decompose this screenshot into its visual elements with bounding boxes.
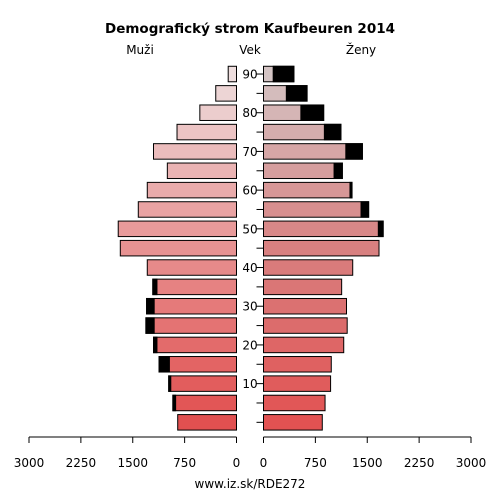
female-excess-80-84	[300, 104, 325, 121]
male-bar-60-64	[146, 181, 237, 199]
female-bar-10-14	[263, 375, 332, 392]
male-bar-20-24	[153, 336, 237, 354]
female-bar-0-4	[263, 414, 323, 431]
male-bar-90+	[227, 65, 237, 83]
female-bar-45-49	[263, 239, 380, 257]
male-bar-55-59	[137, 201, 238, 218]
male-bar-65-69	[166, 162, 237, 180]
female-bar-55-59	[263, 201, 370, 218]
male-x-tick-label: 0	[233, 456, 241, 470]
male-bar-40-44	[146, 259, 237, 276]
female-x-tick-label: 1500	[352, 456, 383, 470]
male-excess-30-34	[146, 297, 155, 315]
male-bar-85-89	[215, 85, 237, 102]
male-bar-30-34	[146, 297, 237, 315]
female-bar-25-29	[263, 317, 348, 334]
female-excess-65-69	[333, 162, 343, 180]
female-excess-75-79	[323, 123, 342, 141]
age-label: Vek	[239, 43, 261, 57]
age-tick-label: 30	[242, 300, 257, 314]
age-tick-label: 40	[242, 261, 257, 275]
female-bar-30-34	[263, 297, 347, 315]
chart-title: Demografický strom Kaufbeuren 2014	[105, 21, 395, 37]
male-excess-35-39	[152, 278, 158, 296]
male-x-tick-label: 3000	[14, 456, 45, 470]
female-excess-50-54	[377, 220, 384, 238]
male-bar-80-84	[199, 104, 237, 121]
male-bar-0-4	[177, 414, 237, 431]
age-tick-label: 90	[242, 68, 257, 82]
female-bar-40-44	[263, 259, 354, 276]
age-tick-label: 10	[242, 377, 257, 391]
female-bar-5-9	[263, 394, 326, 412]
male-bar-75-79	[176, 123, 237, 141]
female-excess-60-64	[349, 181, 353, 199]
age-tick-label: 70	[242, 145, 257, 159]
age-tick-label: 20	[242, 338, 257, 352]
female-bar-35-39	[263, 278, 343, 296]
axes-layer: 10 20 30 40 50 60 70 80 90 3000 2250 1500 750 0 0 750 15…	[14, 68, 487, 470]
female-bar-15-19	[263, 356, 332, 373]
female-label: Ženy	[346, 42, 376, 57]
female-excess-85-89	[285, 85, 308, 102]
male-x-tick-label: 750	[173, 456, 196, 470]
male-x-tick-label: 2250	[66, 456, 97, 470]
male-x-tick-label: 1500	[117, 456, 148, 470]
female-bar-65-69	[263, 162, 343, 180]
male-bar-15-19	[158, 356, 238, 373]
footer-url: www.iz.sk/RDE272	[195, 477, 306, 491]
age-tick-label: 50	[242, 222, 257, 236]
male-excess-10-14	[168, 375, 172, 392]
male-bar-35-39	[152, 278, 237, 296]
male-bar-50-54	[117, 220, 237, 238]
female-bar-20-24	[263, 336, 345, 354]
female-excess-55-59	[360, 201, 370, 218]
male-bar-45-49	[119, 239, 237, 257]
female-excess-70-74	[345, 143, 363, 160]
male-bar-5-9	[172, 394, 238, 412]
female-x-tick-label: 2250	[404, 456, 435, 470]
male-bar-10-14	[168, 375, 237, 392]
female-x-tick-label: 750	[304, 456, 327, 470]
female-x-tick-label: 3000	[456, 456, 487, 470]
male-excess-15-19	[158, 356, 170, 373]
male-label: Muži	[126, 43, 154, 57]
bars-layer	[117, 65, 384, 431]
female-bar-60-64	[263, 181, 353, 199]
age-tick-label: 80	[242, 106, 257, 120]
age-tick-label: 60	[242, 184, 257, 198]
male-excess-5-9	[172, 394, 177, 412]
male-excess-25-29	[145, 317, 155, 334]
female-x-tick-label: 0	[260, 456, 268, 470]
male-bar-70-74	[153, 143, 237, 160]
female-excess-90+	[272, 65, 295, 83]
male-excess-20-24	[153, 336, 158, 354]
male-bar-25-29	[145, 317, 237, 334]
female-bar-50-54	[263, 220, 384, 238]
